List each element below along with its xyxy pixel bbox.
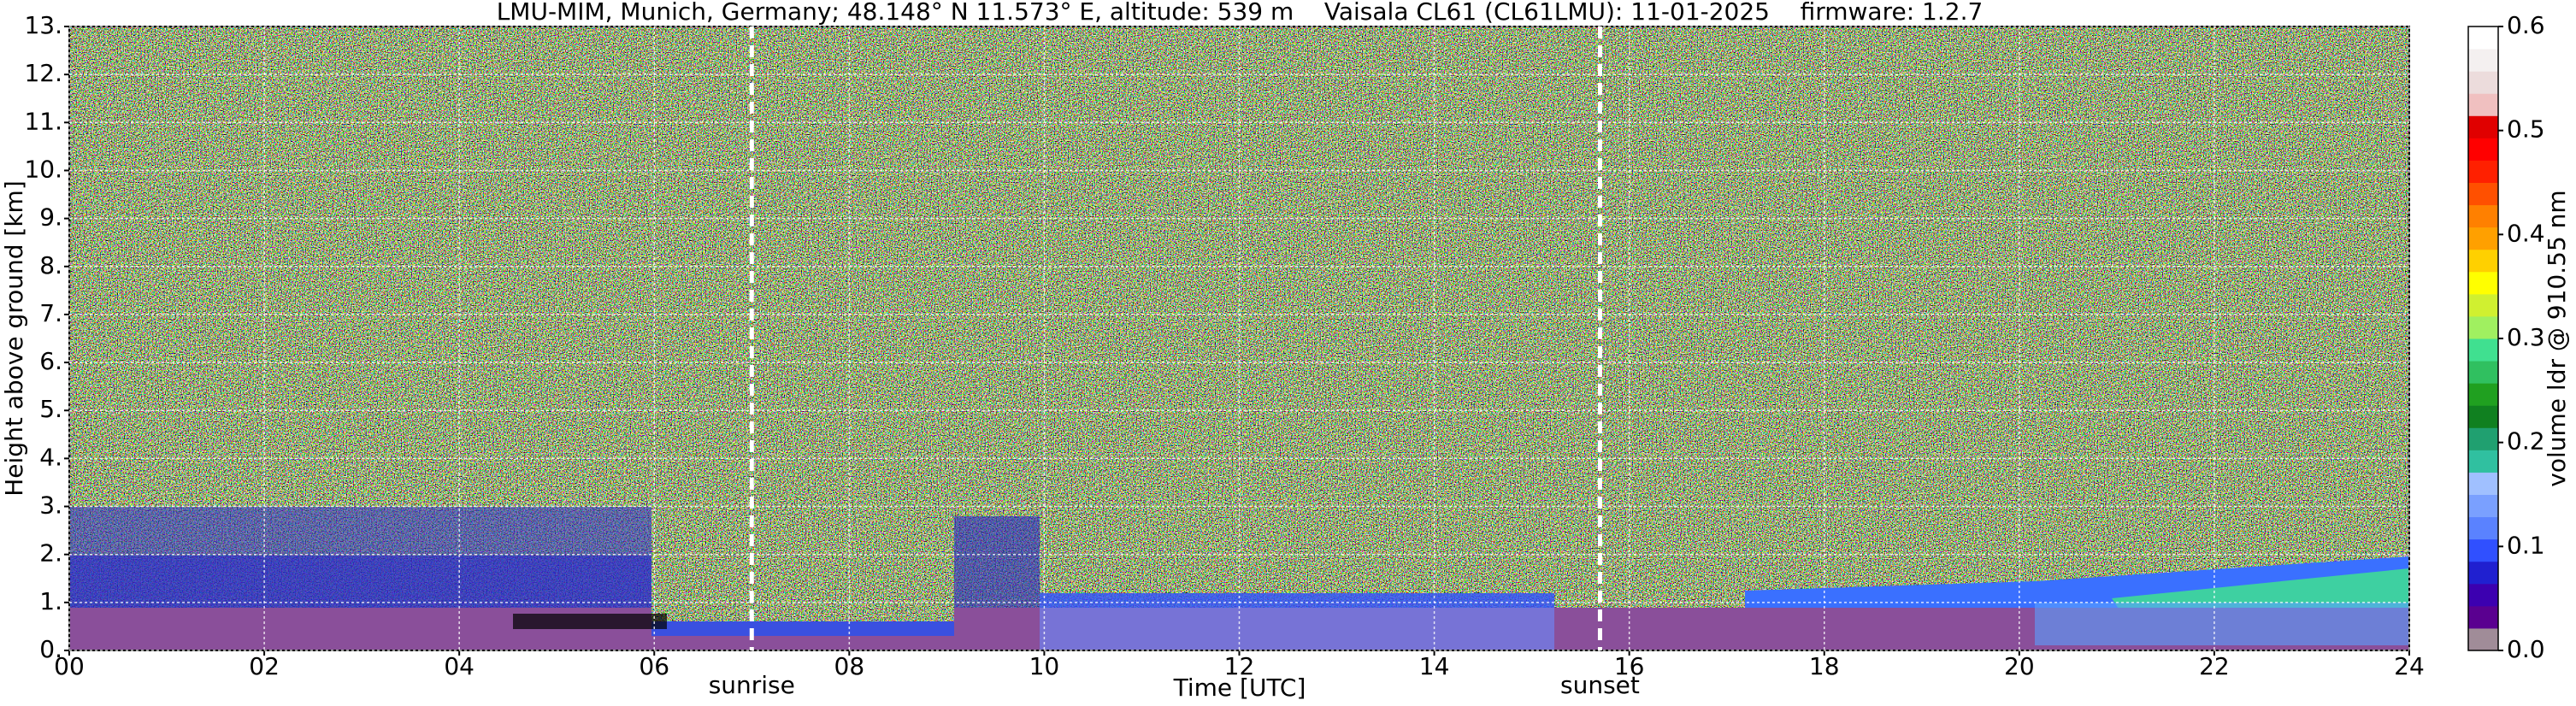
y-tick-label: 13. bbox=[24, 11, 62, 39]
colorbar-band bbox=[2468, 627, 2498, 651]
x-tick-label: 20 bbox=[2004, 652, 2035, 680]
chart-title: LMU-MIM, Munich, Germany; 48.148° N 11.5… bbox=[497, 0, 1984, 26]
colorbar-band bbox=[2468, 93, 2498, 116]
y-tick-label: 4. bbox=[39, 443, 62, 471]
colorbar-tick-label: 0.6 bbox=[2507, 11, 2545, 39]
colorbar-band bbox=[2468, 450, 2498, 473]
colorbar-band bbox=[2468, 71, 2498, 94]
x-tick-label: 12 bbox=[1224, 652, 1255, 680]
colorbar-band bbox=[2468, 204, 2498, 228]
y-tick-label: 10. bbox=[24, 155, 62, 183]
colorbar-band bbox=[2468, 315, 2498, 339]
x-tick-label: 06 bbox=[639, 652, 669, 680]
annotation-label: sunrise bbox=[709, 671, 795, 699]
y-tick-label: 12. bbox=[24, 59, 62, 87]
colorbar-tick-label: 0.1 bbox=[2507, 531, 2545, 559]
colorbar-band bbox=[2468, 427, 2498, 450]
colorbar-band bbox=[2468, 538, 2498, 562]
colorbar-band bbox=[2468, 516, 2498, 540]
colorbar-band bbox=[2468, 227, 2498, 250]
colorbar-label: volume ldr @ 910.55 nm bbox=[2543, 190, 2571, 486]
colorbar-band bbox=[2468, 293, 2498, 317]
x-tick-label: 18 bbox=[1809, 652, 1840, 680]
colorbar-band bbox=[2468, 182, 2498, 206]
x-tick-label: 24 bbox=[2394, 652, 2425, 680]
x-tick-label: 02 bbox=[249, 652, 280, 680]
colorbar-band bbox=[2468, 49, 2498, 72]
colorbar-band bbox=[2468, 494, 2498, 518]
colorbar-band bbox=[2468, 26, 2498, 50]
colorbar-band bbox=[2468, 561, 2498, 585]
y-tick-label: 1. bbox=[39, 587, 62, 615]
x-tick-label: 04 bbox=[444, 652, 475, 680]
colorbar-band bbox=[2468, 405, 2498, 428]
colorbar-band bbox=[2468, 338, 2498, 362]
x-axis-label: Time [UTC] bbox=[1173, 674, 1306, 702]
y-tick-label: 8. bbox=[39, 251, 62, 279]
colorbar-tick-label: 0.3 bbox=[2507, 323, 2545, 351]
y-tick-label: 11. bbox=[24, 107, 62, 135]
colorbar-band bbox=[2468, 472, 2498, 495]
x-tick-label: 22 bbox=[2199, 652, 2230, 680]
colorbar-band bbox=[2468, 115, 2498, 138]
colorbar-tick-label: 0.5 bbox=[2507, 115, 2545, 144]
y-tick-label: 7. bbox=[39, 299, 62, 327]
y-tick-label: 0. bbox=[39, 635, 62, 663]
colorbar-band bbox=[2468, 249, 2498, 273]
y-tick-label: 5. bbox=[39, 395, 62, 423]
y-axis-label: Height above ground [km] bbox=[0, 180, 28, 497]
colorbar-tick-label: 0.2 bbox=[2507, 427, 2545, 456]
y-tick-label: 2. bbox=[39, 539, 62, 568]
x-tick-label: 10 bbox=[1029, 652, 1060, 680]
y-tick-label: 3. bbox=[39, 491, 62, 520]
x-tick-label: 14 bbox=[1419, 652, 1450, 680]
colorbar-band bbox=[2468, 583, 2498, 607]
colorbar-band bbox=[2468, 271, 2498, 295]
colorbar-tick-label: 0.4 bbox=[2507, 219, 2545, 247]
x-tick-label: 16 bbox=[1614, 652, 1645, 680]
colorbar-band bbox=[2468, 361, 2498, 384]
x-tick-label: 08 bbox=[834, 652, 865, 680]
y-tick-label: 9. bbox=[39, 203, 62, 232]
colorbar-band bbox=[2468, 138, 2498, 161]
x-tick-label: 00 bbox=[54, 652, 85, 680]
colorbar-band bbox=[2468, 383, 2498, 406]
colorbar-band bbox=[2468, 605, 2498, 629]
annotation-label: sunset bbox=[1560, 671, 1640, 699]
colorbar-band bbox=[2468, 160, 2498, 183]
colorbar-tick-label: 0.0 bbox=[2507, 635, 2545, 663]
y-tick-label: 6. bbox=[39, 347, 62, 375]
